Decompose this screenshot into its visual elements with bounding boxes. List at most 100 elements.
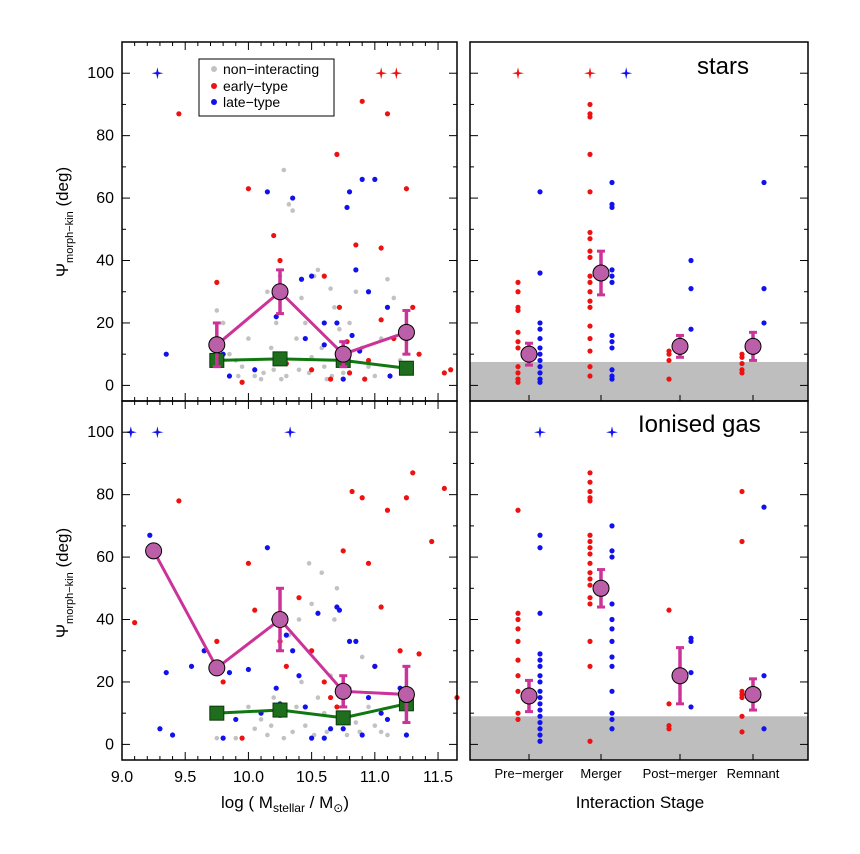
data-point [609,616,615,623]
data-point [332,617,337,622]
data-point [515,329,521,335]
data-point [188,663,195,669]
data-point [378,245,384,251]
data-point [296,595,302,601]
data-point [387,373,393,379]
data-point [353,267,359,273]
median-marker [334,345,352,363]
data-point [609,279,615,285]
data-point [336,304,343,310]
x-axis-mid: / M [305,793,333,812]
data-point [353,289,359,295]
data-point [258,717,264,722]
data-point [258,376,264,382]
median-marker [208,659,226,677]
data-point [587,582,593,588]
data-point [309,367,315,373]
data-point [334,151,340,157]
data-point [537,335,543,342]
data-point [290,729,295,735]
data-point [609,332,615,339]
x-axis-log: log ( M [221,793,273,812]
data-point [587,348,593,354]
data-point [587,595,593,601]
median-marker [744,685,762,703]
data-point [587,601,593,607]
median-marker [592,579,610,597]
data-point [246,336,251,341]
legend-marker-late-type [211,99,217,105]
data-point [233,716,239,723]
green-square-marker [398,360,414,376]
data-point [587,323,593,329]
legend-label-early-type: early−type [223,78,288,94]
data-point [537,719,543,726]
data-point [609,523,615,529]
data-point [448,367,454,373]
data-point [284,373,289,379]
data-point [264,545,270,551]
y-tick-label: 80 [96,128,114,145]
data-point [587,498,593,504]
data-point [214,308,220,313]
data-point [403,495,410,501]
data-point [403,186,410,192]
data-point [587,273,593,279]
data-point [176,498,182,504]
data-point [609,376,615,382]
data-point [147,532,153,538]
data-point [290,648,296,654]
x-category-label: Post−merger [643,766,718,781]
data-point [261,370,266,376]
data-point [362,376,368,382]
data-point [290,195,296,201]
panel-title-stars: stars [697,53,749,80]
data-point [537,679,543,685]
data-point [372,663,378,669]
data-point [609,710,615,716]
green-square-marker [272,702,288,718]
data-point [239,735,245,741]
x-axis-label-left: log ( Mstellar / M⊙) [221,793,349,815]
data-point [537,713,543,719]
data-point [587,335,593,342]
data-point [515,339,521,345]
data-point [609,688,615,694]
data-point [349,332,355,339]
data-point [537,673,543,679]
median-marker [592,264,610,282]
data-point [227,351,232,357]
data-point [537,726,543,732]
data-point [359,732,365,738]
data-point [319,570,325,575]
data-point [239,364,245,369]
data-point [739,370,745,376]
data-point [309,735,315,741]
median-marker [744,337,762,355]
x-axis-sun-symbol: ⊙ [333,801,343,815]
data-point [337,326,342,332]
shaded-band [470,716,808,760]
data-point [366,364,371,369]
green-line [216,357,407,370]
data-point [321,320,327,326]
data-point [537,732,543,738]
data-point [236,373,241,379]
star-marker [151,426,164,439]
x-category-label: Remnant [727,766,780,781]
data-point [239,379,245,385]
y-axis-subscript: morph−kin [64,572,76,624]
star-marker [284,426,297,439]
x-axis-sub-stellar: stellar [273,801,305,815]
y-tick-label: 20 [96,315,114,332]
data-point [537,320,543,326]
data-point [739,713,745,719]
data-point [340,548,346,554]
data-point [537,688,543,694]
y-axis-symbol: Ψ [53,263,72,277]
data-point [340,370,346,376]
data-point [296,367,302,373]
data-point [252,367,258,373]
data-point [391,295,397,301]
median-lines [145,249,762,726]
